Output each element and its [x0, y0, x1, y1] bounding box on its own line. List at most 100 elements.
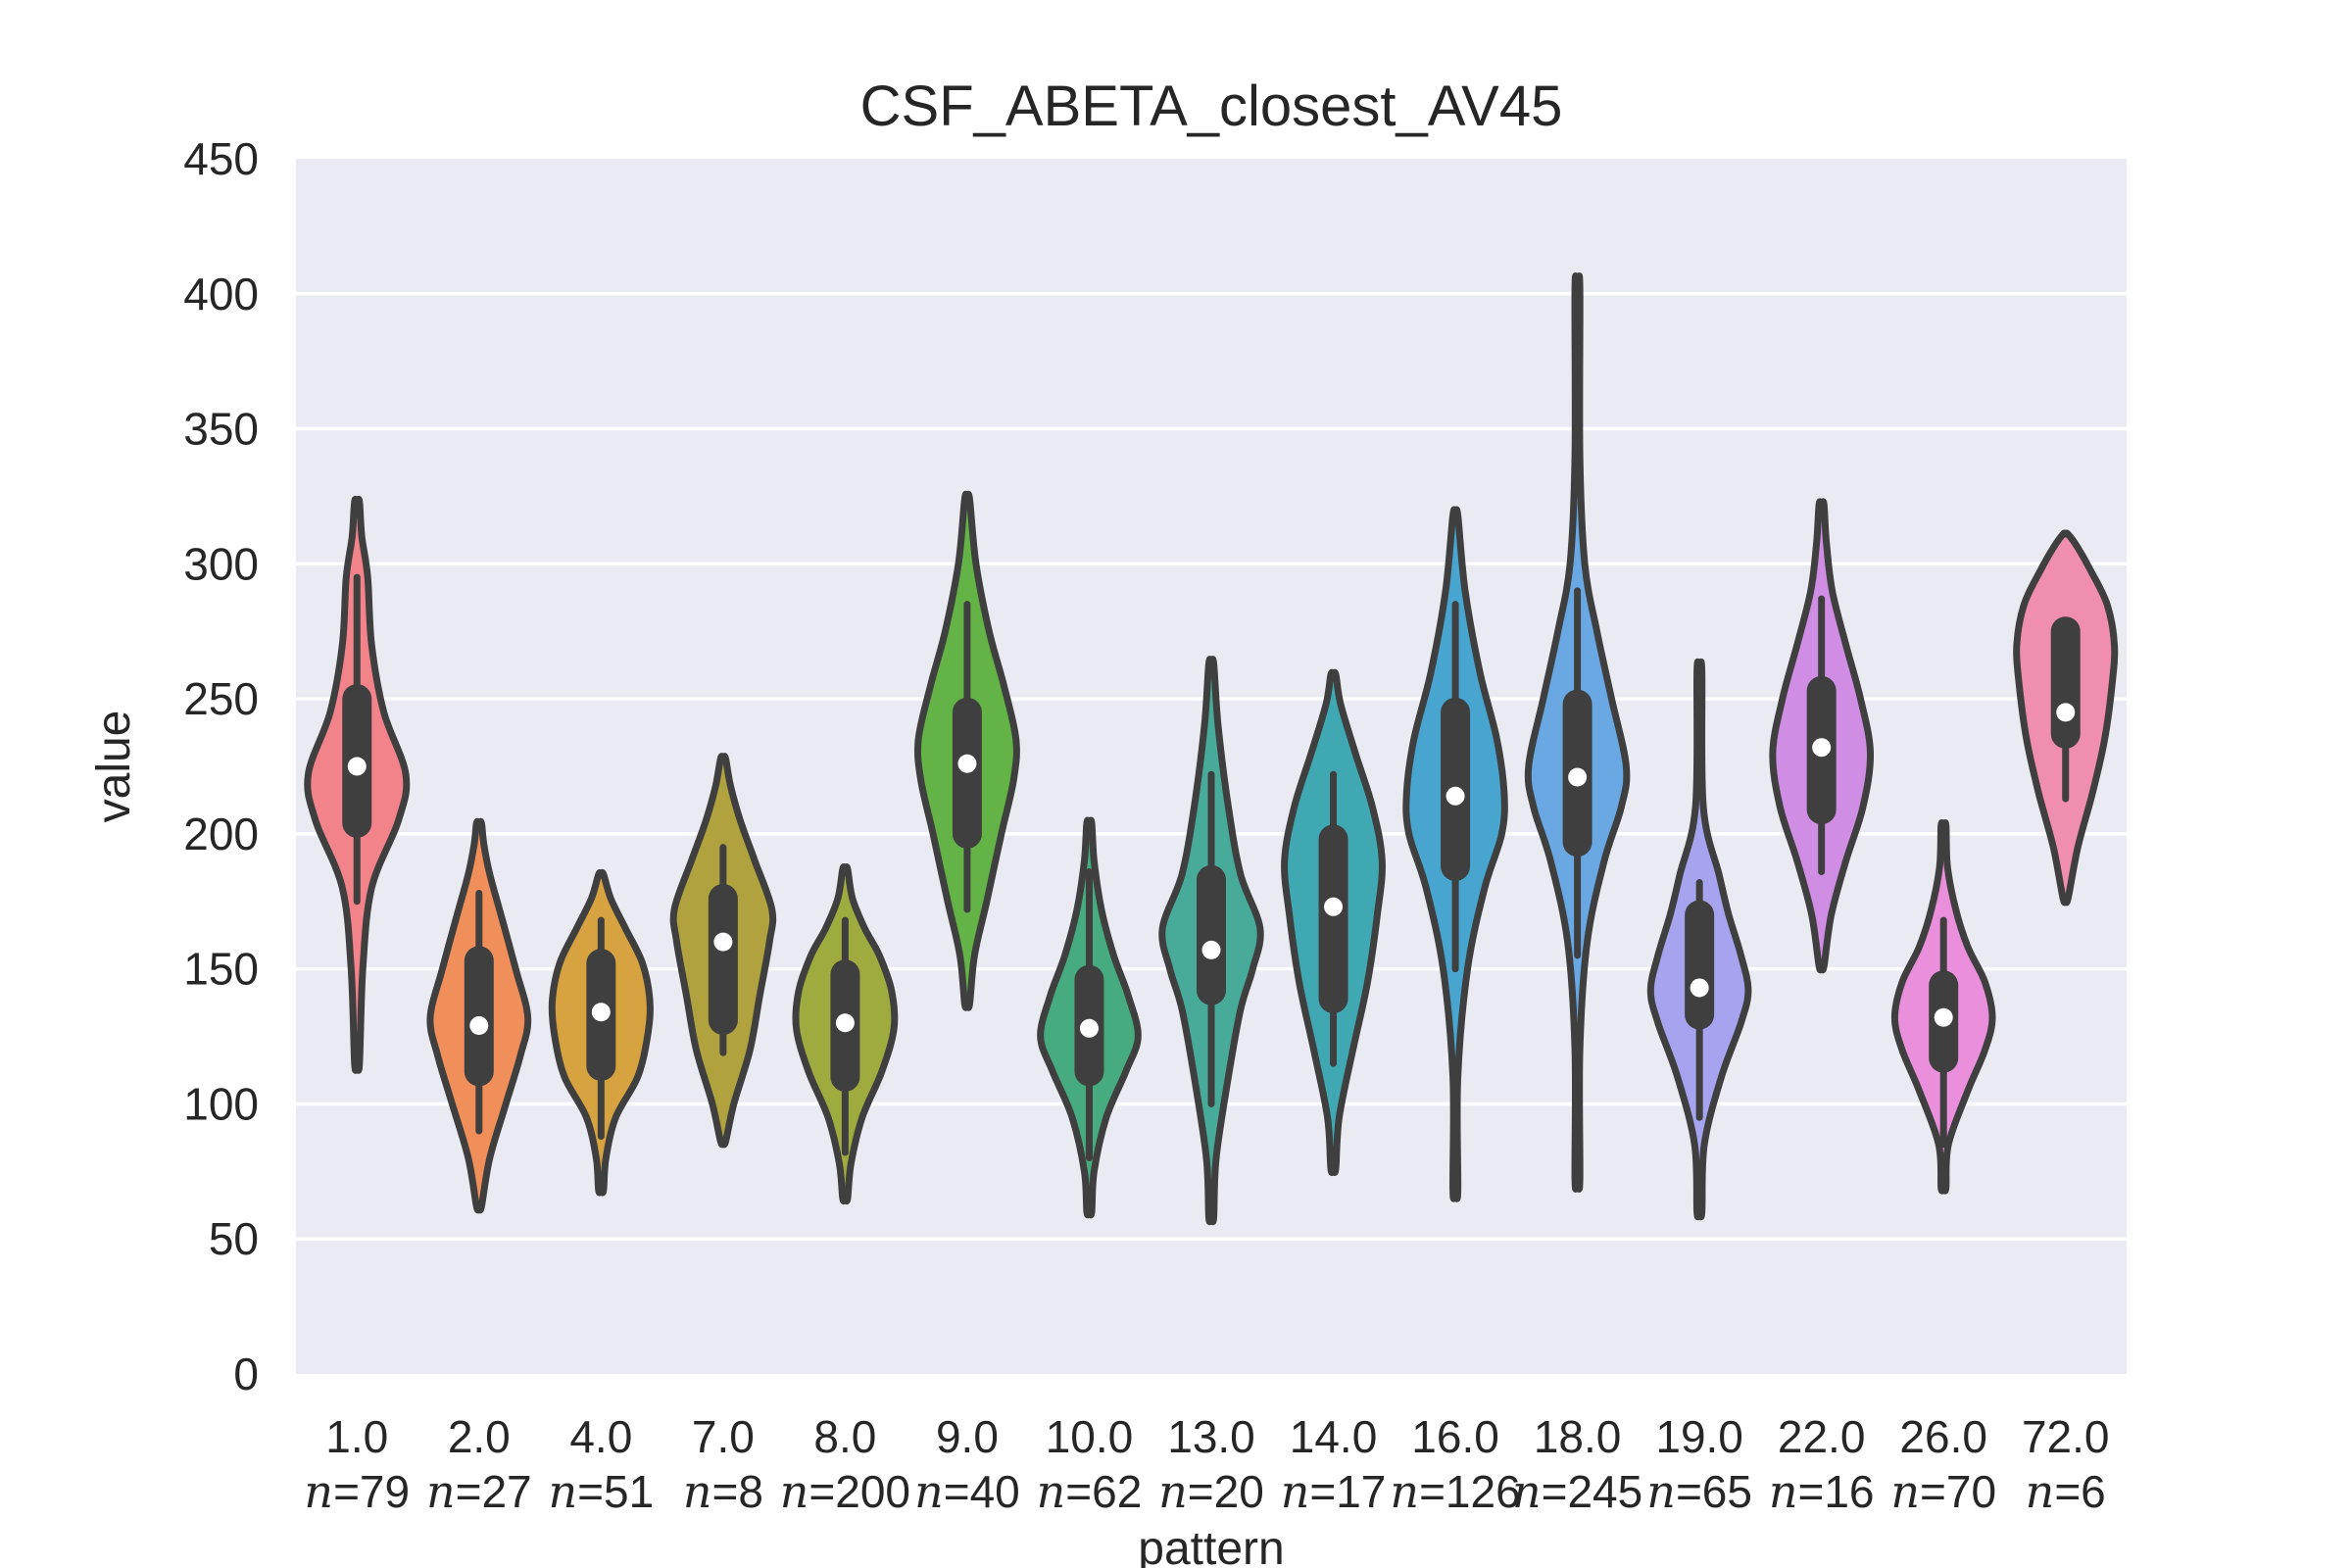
x-tick-label: 26.0 [1899, 1411, 1987, 1462]
violin-median-point [469, 1016, 489, 1036]
x-tick-label: 16.0 [1411, 1411, 1499, 1462]
count-symbol: n [1037, 1465, 1066, 1518]
x-tick-count: n=20 [1158, 1465, 1264, 1518]
x-tick-label: 9.0 [936, 1411, 999, 1462]
x-tick-count: n=40 [914, 1465, 1020, 1518]
x-tick-count: n=65 [1646, 1465, 1752, 1518]
count-value: =8 [711, 1466, 762, 1517]
count-value: =16 [1797, 1466, 1874, 1517]
violin-18.0 [1524, 272, 1631, 1193]
y-tick-label: 300 [183, 538, 259, 589]
violin-7.0 [669, 753, 777, 1149]
violin-26.0 [1890, 819, 1996, 1195]
count-value: =79 [333, 1466, 410, 1517]
x-tick-count: n=51 [548, 1465, 654, 1518]
x-tick-labels: 1.0n=792.0n=274.0n=517.0n=88.0n=2009.0n=… [304, 1411, 2109, 1518]
x-tick-label: 10.0 [1046, 1411, 1134, 1462]
violin-8.0 [792, 863, 899, 1205]
x-tick-label: 22.0 [1778, 1411, 1866, 1462]
x-tick-label: 1.0 [325, 1411, 388, 1462]
violins [304, 272, 2119, 1226]
count-value: =62 [1065, 1466, 1142, 1517]
count-symbol: n [1390, 1465, 1419, 1518]
violin-19.0 [1646, 658, 1752, 1221]
violin-9.0 [913, 490, 1020, 1011]
violin-72.0 [2013, 529, 2119, 906]
count-symbol: n [1512, 1465, 1542, 1518]
count-symbol: n [1158, 1465, 1188, 1518]
violin-median-point [1690, 978, 1709, 998]
count-value: =65 [1676, 1466, 1752, 1517]
count-value: =40 [944, 1466, 1020, 1517]
violin-13.0 [1158, 656, 1264, 1226]
violin-median-point [2056, 703, 2076, 722]
y-tick-label: 50 [209, 1213, 259, 1264]
x-tick-count: n=62 [1037, 1465, 1143, 1518]
count-value: =200 [808, 1466, 910, 1517]
count-symbol: n [1890, 1465, 1920, 1518]
y-tick-label: 100 [183, 1078, 259, 1129]
x-tick-count: n=70 [1890, 1465, 1996, 1518]
count-symbol: n [780, 1465, 809, 1518]
count-value: =6 [2054, 1466, 2105, 1517]
count-symbol: n [914, 1465, 944, 1518]
x-tick-label: 13.0 [1167, 1411, 1255, 1462]
count-value: =245 [1542, 1466, 1643, 1517]
x-axis-label: pattern [1138, 1523, 1284, 1568]
violin-22.0 [1769, 498, 1875, 974]
y-axis-label: value [88, 710, 140, 823]
count-symbol: n [548, 1465, 577, 1518]
x-tick-label: 4.0 [569, 1411, 632, 1462]
count-symbol: n [426, 1465, 456, 1518]
violin-median-point [1568, 767, 1588, 787]
violin-16.0 [1402, 506, 1508, 1202]
count-value: =17 [1309, 1466, 1386, 1517]
y-tick-label: 0 [233, 1348, 259, 1399]
x-tick-count: n=27 [426, 1465, 532, 1518]
y-tick-label: 250 [183, 673, 259, 724]
count-symbol: n [2026, 1465, 2055, 1518]
x-tick-count: n=126 [1390, 1465, 1520, 1518]
x-tick-label: 18.0 [1534, 1411, 1622, 1462]
x-tick-label: 19.0 [1655, 1411, 1743, 1462]
count-symbol: n [1281, 1465, 1310, 1518]
violin-median-point [1934, 1007, 1953, 1027]
y-tick-label: 200 [183, 808, 259, 859]
count-value: =70 [1920, 1466, 1996, 1517]
x-tick-count: n=79 [304, 1465, 410, 1518]
count-symbol: n [1646, 1465, 1676, 1518]
count-symbol: n [1769, 1465, 1798, 1518]
x-tick-count: n=200 [780, 1465, 910, 1518]
violin-median-point [957, 754, 977, 773]
violin-median-point [347, 757, 367, 776]
y-tick-label: 450 [183, 133, 259, 184]
violin-median-point [1201, 940, 1221, 959]
violin-median-point [1446, 786, 1465, 806]
violin-median-point [835, 1013, 855, 1033]
x-tick-label: 7.0 [692, 1411, 755, 1462]
x-tick-count: n=16 [1769, 1465, 1875, 1518]
violin-median-point [1812, 738, 1832, 758]
x-tick-count: n=8 [683, 1465, 763, 1518]
violin-1.0 [304, 495, 411, 1074]
violin-4.0 [548, 868, 654, 1197]
x-tick-label: 14.0 [1290, 1411, 1378, 1462]
x-tick-label: 72.0 [2022, 1411, 2110, 1462]
count-value: =27 [456, 1466, 532, 1517]
violin-10.0 [1037, 816, 1142, 1219]
violin-2.0 [426, 817, 532, 1214]
violin-14.0 [1281, 668, 1386, 1176]
violin-median-point [1079, 1018, 1099, 1038]
x-tick-count: n=245 [1512, 1465, 1642, 1518]
x-tick-label: 2.0 [448, 1411, 511, 1462]
x-tick-count: n=6 [2026, 1465, 2106, 1518]
count-symbol: n [683, 1465, 712, 1518]
violin-median-point [713, 932, 733, 952]
y-tick-labels: 0 50 100 150 200 250 300 350 400 450 [183, 133, 259, 1399]
x-tick-label: 8.0 [813, 1411, 876, 1462]
x-tick-count: n=17 [1281, 1465, 1387, 1518]
y-tick-label: 350 [183, 404, 259, 455]
count-value: =51 [577, 1466, 654, 1517]
